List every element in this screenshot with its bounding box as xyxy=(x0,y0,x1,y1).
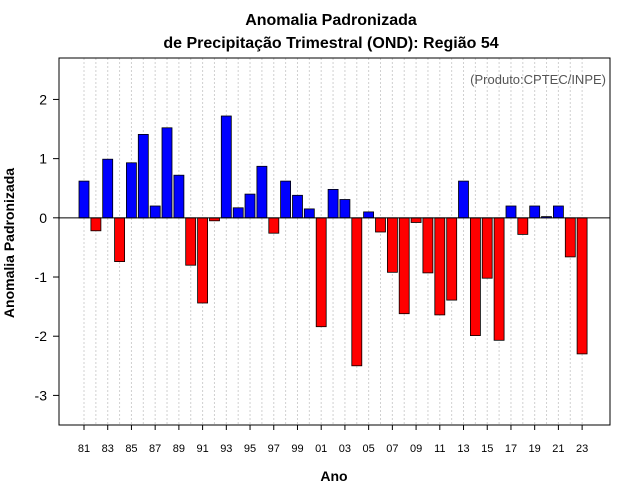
bar-96 xyxy=(256,165,268,219)
x-tick-label: 11 xyxy=(434,443,445,455)
bar-90 xyxy=(185,217,197,266)
bar-08 xyxy=(398,217,410,315)
x-tick-label: 21 xyxy=(552,443,564,455)
x-tick-label: 09 xyxy=(410,443,422,455)
bar-81 xyxy=(78,180,90,219)
bar-83 xyxy=(102,158,114,219)
bar-89 xyxy=(173,174,185,219)
y-tick-label: 2 xyxy=(39,91,47,107)
bar-17 xyxy=(505,205,517,219)
x-tick-label: 07 xyxy=(386,443,398,455)
x-tick-label: 85 xyxy=(125,443,137,455)
x-tick-label: 03 xyxy=(339,443,351,455)
x-tick-label: 95 xyxy=(244,443,256,455)
x-tick-label: 93 xyxy=(220,443,232,455)
x-tick-label: 13 xyxy=(457,443,469,455)
x-tick-label: 19 xyxy=(529,443,541,455)
x-tick-label: 91 xyxy=(196,443,208,455)
bars xyxy=(78,115,588,367)
bar-05 xyxy=(363,211,375,219)
y-axis: -3 -2 -1 0 1 2 xyxy=(35,91,59,403)
y-tick-label: -3 xyxy=(35,387,48,403)
bar-06 xyxy=(375,217,386,233)
bar-87 xyxy=(149,205,161,219)
bar-16 xyxy=(493,217,505,341)
x-tick-label: 05 xyxy=(363,443,375,455)
bar-07 xyxy=(386,217,398,273)
bar-11 xyxy=(434,217,446,316)
bar-19 xyxy=(529,205,541,219)
x-axis: 81 83 85 87 89 91 93 95 97 99 01 03 05 07 09 11 13 15 17 19… xyxy=(78,425,588,455)
bar-98 xyxy=(280,180,292,219)
bar-94 xyxy=(232,207,244,219)
y-tick-label: 1 xyxy=(39,151,47,167)
bar-95 xyxy=(244,193,256,219)
grid-lines xyxy=(83,58,583,425)
chart-subtitle: de Precipitação Trimestral (OND): Região… xyxy=(163,35,498,52)
bar-12 xyxy=(446,217,458,301)
y-tick-label: 0 xyxy=(39,210,47,226)
x-tick-label: 99 xyxy=(291,443,303,455)
x-tick-label: 15 xyxy=(481,443,493,455)
bar-21 xyxy=(553,205,564,219)
x-tick-label: 17 xyxy=(505,443,517,455)
y-tick-label: -2 xyxy=(35,328,48,344)
plot-frame xyxy=(58,57,611,426)
bar-99 xyxy=(292,194,303,219)
x-tick-label: 01 xyxy=(315,443,327,455)
bar-10 xyxy=(422,217,434,274)
bar-97 xyxy=(268,217,280,234)
x-tick-label: 83 xyxy=(102,443,114,455)
x-tick-label: 87 xyxy=(149,443,161,455)
bar-00 xyxy=(303,208,315,219)
bar-09 xyxy=(410,217,422,223)
x-tick-label: 23 xyxy=(576,443,588,455)
bar-85 xyxy=(126,162,137,219)
bar-86 xyxy=(137,133,149,219)
x-tick-label: 97 xyxy=(268,443,280,455)
bar-82 xyxy=(90,217,102,232)
y-tick-label: -1 xyxy=(35,269,48,285)
bar-22 xyxy=(564,217,576,258)
bar-93 xyxy=(220,115,232,219)
bar-03 xyxy=(339,199,351,219)
y-axis-label: Anomalia Padronizada xyxy=(1,168,17,318)
bar-14 xyxy=(469,217,481,337)
bar-84 xyxy=(114,217,125,263)
bar-18 xyxy=(517,217,529,235)
bar-88 xyxy=(161,127,173,219)
bar-02 xyxy=(327,188,339,219)
bar-01 xyxy=(315,217,327,328)
bar-23 xyxy=(576,217,588,355)
chart-title: Anomalia Padronizada xyxy=(245,12,417,29)
x-tick-label: 89 xyxy=(173,443,185,455)
bar-91 xyxy=(197,217,209,304)
bar-15 xyxy=(481,217,493,279)
bar-04 xyxy=(351,217,363,367)
bar-13 xyxy=(458,180,469,219)
x-tick-label: 81 xyxy=(78,443,90,455)
credit-label: (Produto:CPTEC/INPE) xyxy=(470,72,606,87)
x-axis-label: Ano xyxy=(320,468,347,484)
